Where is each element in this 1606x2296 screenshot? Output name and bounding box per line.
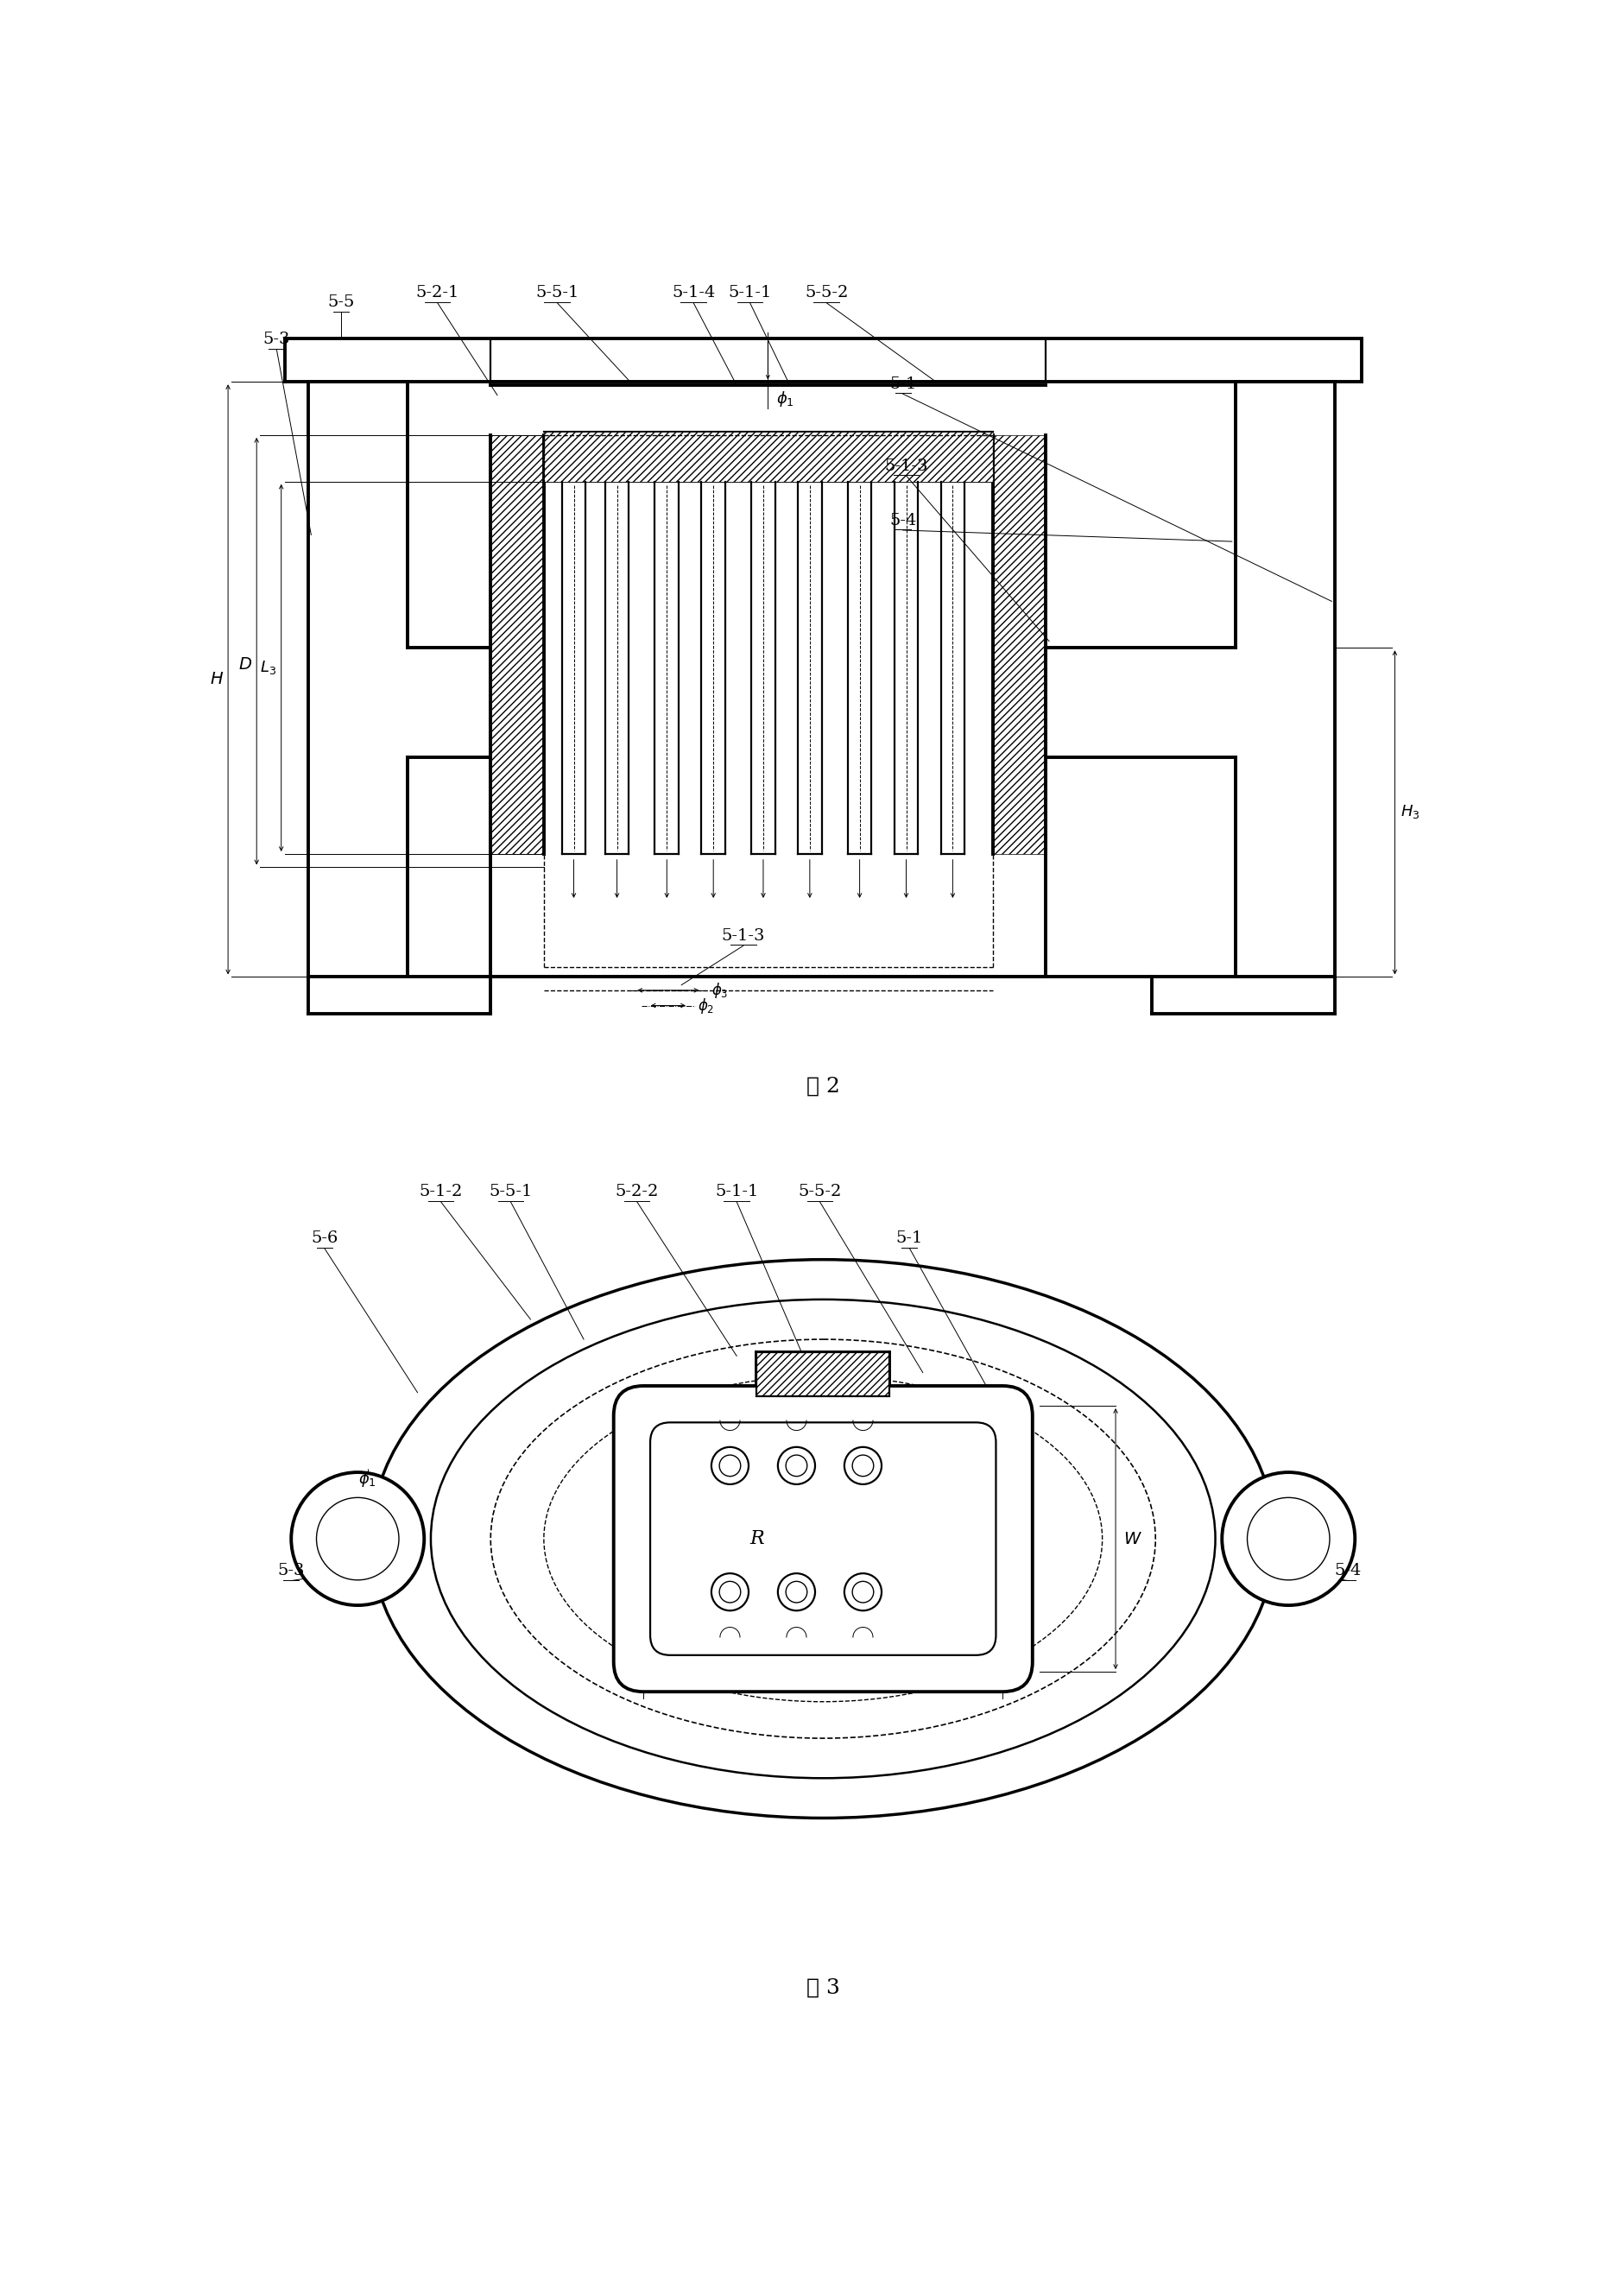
Text: 5-4: 5-4 xyxy=(890,512,917,528)
Circle shape xyxy=(711,1446,748,1483)
Text: 5-2-1: 5-2-1 xyxy=(416,285,459,301)
Circle shape xyxy=(1222,1472,1355,1605)
Text: $\phi_1$: $\phi_1$ xyxy=(776,388,793,409)
Text: 5-1-2: 5-1-2 xyxy=(419,1185,463,1201)
Text: 5-5-1: 5-5-1 xyxy=(488,1185,532,1201)
Text: 5-1-3: 5-1-3 xyxy=(885,459,928,473)
Text: $H_3$: $H_3$ xyxy=(1400,804,1420,820)
Text: 5-5: 5-5 xyxy=(328,294,355,310)
Text: 5-2-2: 5-2-2 xyxy=(615,1185,658,1201)
Circle shape xyxy=(777,1446,816,1483)
Text: 5-5-2: 5-5-2 xyxy=(805,285,848,301)
Text: R: R xyxy=(750,1529,764,1548)
Text: H: H xyxy=(210,670,223,687)
Text: $\phi_3$: $\phi_3$ xyxy=(711,980,728,999)
Text: 5-6: 5-6 xyxy=(312,1231,337,1247)
Circle shape xyxy=(845,1573,882,1609)
Bar xyxy=(491,434,544,854)
Text: 5-3: 5-3 xyxy=(278,1564,305,1580)
Text: D: D xyxy=(238,657,251,673)
Text: W: W xyxy=(1124,1531,1140,1548)
Circle shape xyxy=(291,1472,424,1605)
Text: 5-5-2: 5-5-2 xyxy=(798,1185,842,1201)
Text: 图 3: 图 3 xyxy=(806,1977,840,1998)
Text: 5-3: 5-3 xyxy=(263,333,291,347)
Text: 5-4: 5-4 xyxy=(1335,1564,1362,1580)
Text: $\phi_2$: $\phi_2$ xyxy=(699,996,715,1015)
Text: 5-1: 5-1 xyxy=(890,377,917,393)
Text: 5-1-1: 5-1-1 xyxy=(728,285,772,301)
Text: 5-1-1: 5-1-1 xyxy=(715,1185,758,1201)
Text: L: L xyxy=(819,1674,827,1690)
Text: 5-1-4: 5-1-4 xyxy=(671,285,715,301)
Bar xyxy=(756,1352,890,1396)
Text: $\phi_1$: $\phi_1$ xyxy=(358,1469,377,1488)
Circle shape xyxy=(711,1573,748,1609)
Text: 图 2: 图 2 xyxy=(806,1077,840,1097)
Text: 5-5-1: 5-5-1 xyxy=(535,285,578,301)
Text: $L_3$: $L_3$ xyxy=(260,659,276,677)
Text: 5-1: 5-1 xyxy=(896,1231,923,1247)
Circle shape xyxy=(845,1446,882,1483)
Circle shape xyxy=(777,1573,816,1609)
Bar xyxy=(993,434,1046,854)
Text: 5-1-3: 5-1-3 xyxy=(721,928,764,944)
FancyBboxPatch shape xyxy=(613,1387,1033,1692)
Bar xyxy=(544,432,993,482)
